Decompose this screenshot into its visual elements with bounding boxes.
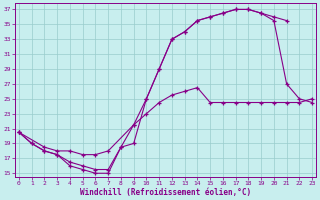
X-axis label: Windchill (Refroidissement éolien,°C): Windchill (Refroidissement éolien,°C) — [80, 188, 251, 197]
